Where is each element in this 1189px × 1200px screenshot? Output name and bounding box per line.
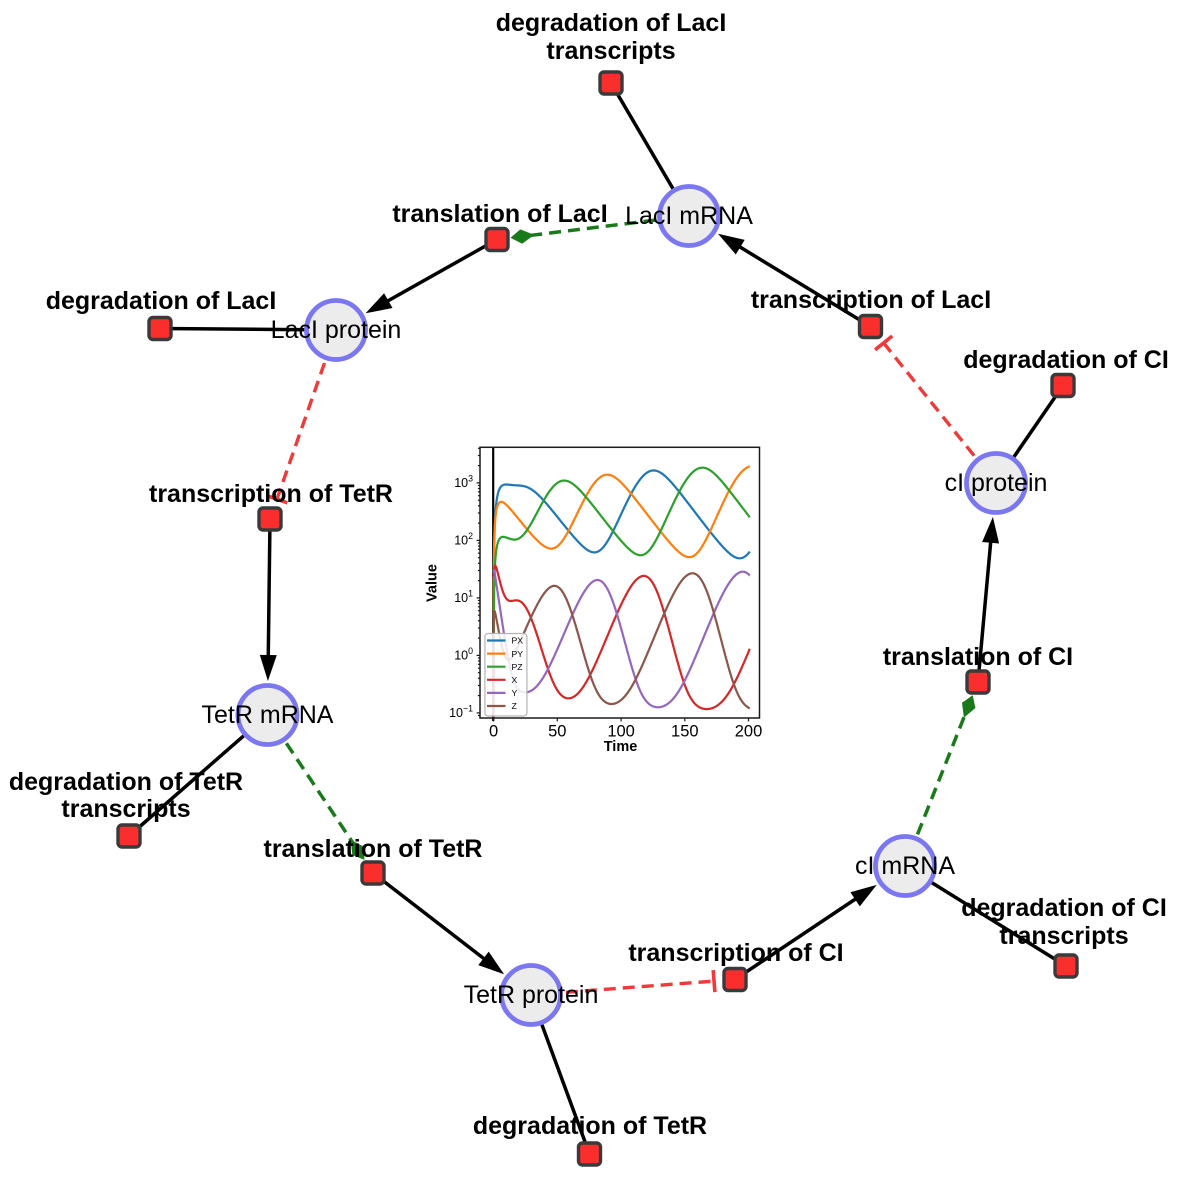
svg-text:Z: Z (512, 701, 518, 711)
svg-text:transcription of CI: transcription of CI (628, 939, 843, 967)
svg-text:translation of CI: translation of CI (883, 643, 1073, 671)
svg-text:200: 200 (735, 723, 763, 741)
svg-text:degradation of TetR: degradation of TetR (473, 1112, 707, 1140)
svg-text:transcripts: transcripts (546, 37, 675, 65)
svg-text:Time: Time (604, 739, 638, 755)
svg-text:LacI mRNA: LacI mRNA (625, 202, 753, 230)
svg-text:X: X (512, 675, 518, 685)
svg-text:PY: PY (512, 649, 524, 659)
svg-text:transcripts: transcripts (61, 795, 190, 823)
svg-text:PX: PX (512, 636, 524, 646)
svg-text:degradation of CI: degradation of CI (961, 894, 1167, 922)
svg-text:LacI protein: LacI protein (271, 316, 402, 344)
svg-text:TetR mRNA: TetR mRNA (202, 701, 334, 729)
svg-text:translation of TetR: translation of TetR (264, 835, 483, 863)
svg-text:0: 0 (489, 723, 498, 741)
svg-text:50: 50 (548, 723, 566, 741)
svg-text:Y: Y (512, 688, 518, 698)
svg-text:translation of LacI: translation of LacI (392, 200, 607, 228)
svg-text:cI protein: cI protein (945, 469, 1048, 497)
svg-text:degradation of CI: degradation of CI (963, 346, 1169, 374)
svg-text:PZ: PZ (512, 662, 524, 672)
svg-text:transcripts: transcripts (999, 922, 1128, 950)
svg-text:transcription of TetR: transcription of TetR (149, 480, 393, 508)
svg-text:transcription of LacI: transcription of LacI (751, 286, 991, 314)
svg-text:100: 100 (607, 723, 635, 741)
svg-text:cI mRNA: cI mRNA (855, 852, 955, 880)
svg-text:degradation of TetR: degradation of TetR (9, 768, 243, 796)
svg-text:150: 150 (671, 723, 699, 741)
svg-text:Value: Value (425, 564, 441, 602)
svg-text:TetR protein: TetR protein (464, 981, 599, 1009)
svg-text:degradation of LacI: degradation of LacI (496, 9, 727, 37)
svg-text:degradation of LacI: degradation of LacI (46, 287, 277, 315)
